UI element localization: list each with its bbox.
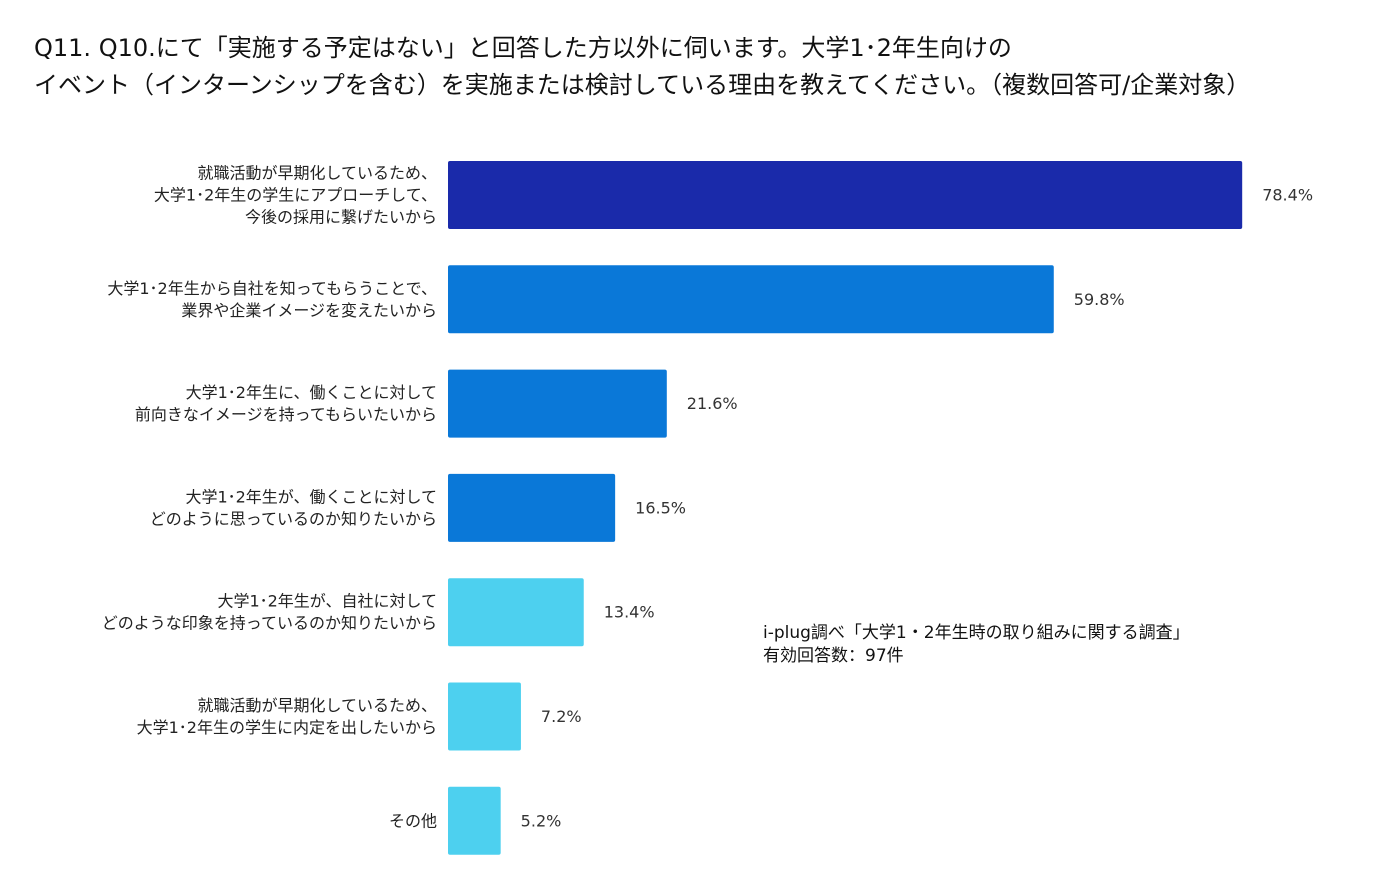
- category-label-6-line-2: 大学1･2年生の学生に内定を出したいから: [137, 718, 437, 737]
- bar-2: [448, 265, 1054, 334]
- category-label-1: 就職活動が早期化しているため、大学1･2年生の学生にアプローチして、今後の採用に…: [154, 164, 437, 227]
- category-label-1-line-1: 就職活動が早期化しているため、: [197, 164, 437, 183]
- category-label-4-line-2: どのように思っているのか知りたいから: [150, 509, 437, 528]
- value-label-5: 13.4%: [604, 603, 655, 622]
- value-label-2: 59.8%: [1074, 290, 1125, 309]
- value-label-3: 21.6%: [687, 394, 738, 413]
- chart-title-line-1: Q11. Q10.にて「実施する予定はない」と回答した方以外に伺います。大学1･…: [34, 34, 1012, 62]
- bar-4: [448, 473, 616, 542]
- source-note-line-2: 有効回答数：97件: [763, 646, 904, 666]
- category-label-6: 就職活動が早期化しているため、大学1･2年生の学生に内定を出したいから: [137, 696, 437, 737]
- category-label-4-line-1: 大学1･2年生が、働くことに対して: [185, 487, 437, 506]
- category-label-7-line-1: その他: [389, 811, 437, 830]
- category-label-4: 大学1･2年生が、働くことに対してどのように思っているのか知りたいから: [150, 487, 437, 528]
- source-note-line-1: i-plug調べ「大学1・2年生時の取り組みに関する調査」: [763, 623, 1190, 643]
- bar-7: [448, 786, 501, 855]
- category-label-6-line-1: 就職活動が早期化しているため、: [197, 696, 437, 715]
- value-label-1: 78.4%: [1262, 186, 1313, 205]
- source-note: i-plug調べ「大学1・2年生時の取り組みに関する調査」 有効回答数：97件: [763, 622, 1190, 668]
- bar-1: [448, 161, 1243, 229]
- value-label-7: 5.2%: [521, 811, 562, 830]
- chart-title: Q11. Q10.にて「実施する予定はない」と回答した方以外に伺います。大学1･…: [34, 30, 1364, 104]
- category-label-2: 大学1･2年生から自社を知ってもらうことで、業界や企業イメージを変えたいから: [107, 279, 437, 320]
- value-label-4: 16.5%: [635, 498, 686, 517]
- category-label-3: 大学1･2年生に、働くことに対して前向きなイメージを持ってもらいたいから: [135, 383, 437, 424]
- category-label-5-line-1: 大学1･2年生が、自社に対して: [217, 592, 437, 611]
- category-label-1-line-3: 今後の採用に繋げたいから: [245, 208, 437, 227]
- bar-6: [448, 682, 521, 751]
- bar-3: [448, 369, 667, 438]
- category-label-5-line-2: どのような印象を持っているのか知りたいから: [102, 614, 437, 633]
- value-label-6: 7.2%: [541, 707, 582, 726]
- category-label-2-line-2: 業界や企業イメージを変えたいから: [181, 301, 437, 320]
- category-label-2-line-1: 大学1･2年生から自社を知ってもらうことで、: [107, 279, 437, 298]
- category-label-3-line-1: 大学1･2年生に、働くことに対して: [186, 383, 437, 402]
- chart-title-line-2: イベント（インターンシップを含む）を実施または検討している理由を教えてください。…: [34, 71, 1251, 99]
- category-label-7: その他: [389, 811, 437, 830]
- category-label-3-line-2: 前向きなイメージを持ってもらいたいから: [135, 405, 437, 424]
- category-label-1-line-2: 大学1･2年生の学生にアプローチして、: [154, 186, 437, 205]
- category-label-5: 大学1･2年生が、自社に対してどのような印象を持っているのか知りたいから: [102, 592, 437, 633]
- bar-5: [448, 578, 584, 647]
